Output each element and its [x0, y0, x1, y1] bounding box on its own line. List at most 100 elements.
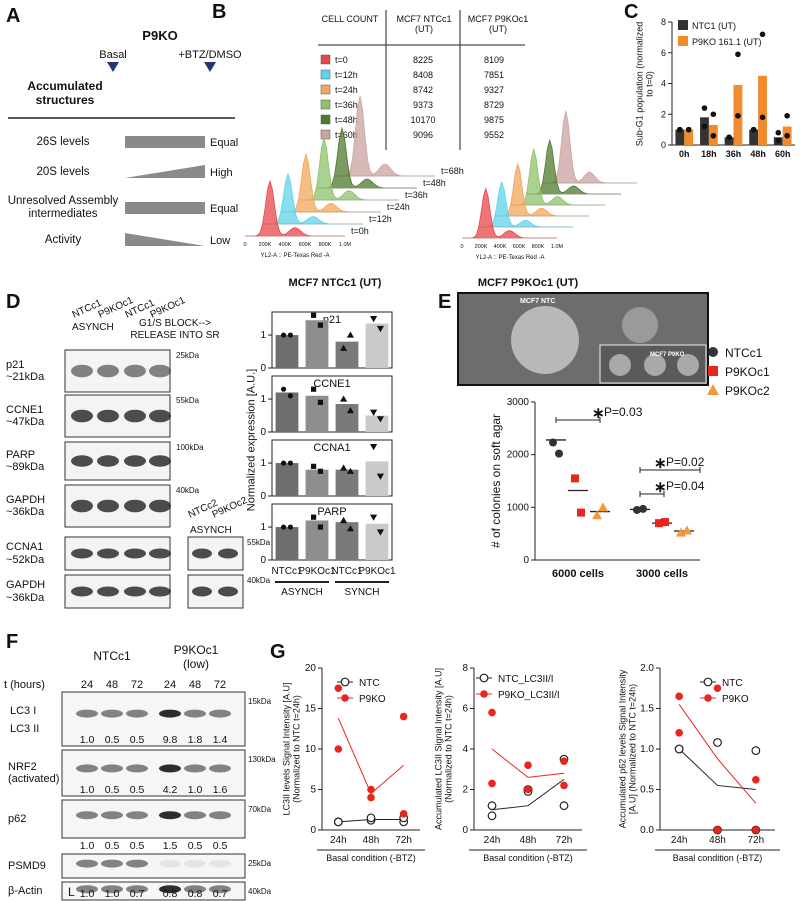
blot-band [149, 409, 171, 423]
y-axis-label: Accumulated p62 levels Signal Intensity … [617, 669, 638, 829]
data-point [598, 502, 608, 512]
data-point [661, 518, 669, 527]
blot-band [71, 409, 93, 423]
bar [275, 335, 299, 368]
legend-label: NTC [722, 678, 743, 689]
kda-marker: 25kDa [176, 351, 200, 360]
quantification: 1.0 [80, 734, 95, 746]
arrow [204, 62, 216, 72]
label: t=36h [335, 100, 358, 110]
label: t=12h [335, 70, 358, 80]
blot-band [209, 811, 231, 820]
blot-band [76, 885, 98, 894]
data-point [759, 114, 766, 121]
label: Accumulated structures [27, 79, 103, 107]
data-point [571, 474, 579, 483]
label: D [6, 291, 20, 313]
data-point [675, 692, 683, 701]
data-point [287, 393, 294, 399]
data-point [333, 817, 343, 827]
label: Unresolved Assembly intermediates [7, 195, 119, 221]
data-point [369, 514, 378, 521]
histogram [542, 110, 637, 184]
data-point [317, 322, 324, 328]
table-header: MCF7 NTCc1 (UT) [396, 14, 452, 35]
blot-band [71, 548, 93, 559]
x-axis-label: YL2-A :: PE-Texas Red -A [260, 253, 329, 259]
colony [622, 307, 658, 343]
bar [305, 520, 329, 560]
x-axis-label: Basal condition (-BTZ) [673, 853, 763, 863]
x-tick-label: 1.0M [551, 244, 564, 250]
data-point [726, 134, 732, 141]
data-point [710, 111, 717, 118]
data-point [376, 325, 385, 333]
y-tick-label: 0 [523, 555, 529, 566]
legend-label: NTC_LC3II/I [498, 674, 554, 685]
bar [365, 323, 389, 368]
blot-band [209, 709, 231, 718]
blot-band [97, 548, 119, 559]
x-tick-label: 200K [475, 244, 488, 250]
table-cell: 8408 [413, 70, 433, 80]
label: Basal [99, 49, 127, 61]
data-point [280, 332, 287, 338]
y-axis-label: Normalized expression [A.U.] [245, 368, 258, 512]
histogram-label: t=36h [405, 190, 428, 200]
data-point [376, 473, 385, 480]
blot-band [71, 586, 93, 597]
data-point [759, 31, 766, 38]
legend-swatch [320, 54, 331, 65]
x-axis-label: Basal condition (-BTZ) [483, 853, 573, 863]
y-tick-label: 8 [661, 17, 666, 27]
data-point [369, 443, 378, 451]
y-tick-label: 0 [260, 427, 266, 438]
data-point [280, 524, 287, 530]
label: CCNE1 ~47kDa [6, 403, 45, 429]
table-cell: 9875 [484, 115, 504, 125]
table-cell: 7851 [484, 70, 504, 80]
label: CCNA1 ~52kDa [6, 541, 45, 566]
blot-band [76, 811, 98, 820]
x-axis-label: Basal condition (-BTZ) [326, 853, 416, 863]
quantification: 1.0 [80, 784, 95, 796]
data-point [487, 801, 497, 811]
x-axis-label: YL2-A :: PE-Texas Red -A [475, 255, 544, 261]
time-label: 24 [81, 679, 93, 691]
data-point [784, 112, 790, 119]
bar [749, 129, 759, 145]
blot-band [149, 364, 171, 378]
x-tick-label: P9KOc1 [298, 566, 336, 577]
quantification: 9.8 [163, 734, 178, 746]
label: Low [210, 235, 230, 247]
lane-label: P9KOc2 [211, 495, 250, 521]
y-tick-label: 4 [462, 744, 468, 755]
x-tick-label: 36h [726, 149, 742, 159]
data-point [399, 810, 408, 818]
data-point [555, 449, 563, 458]
label: High [210, 167, 233, 179]
label: GAPDH ~36kDa [6, 579, 46, 604]
label: t=0 [335, 55, 348, 65]
legend-label: NTC1 (UT) [692, 21, 736, 31]
legend-swatch [678, 20, 688, 30]
label: E [438, 291, 451, 313]
colony [644, 354, 666, 376]
y-tick-label: 15 [305, 704, 317, 715]
bar [275, 463, 299, 496]
data-point [713, 738, 722, 747]
subplot-title: CCNA1 [313, 442, 350, 454]
y-tick-label: 2 [661, 109, 666, 119]
data-point [655, 519, 663, 528]
histogram-title: MCF7 NTCc1 (UT) [289, 277, 382, 289]
data-point [577, 508, 585, 517]
blot-band [101, 859, 123, 868]
label: F [6, 631, 18, 653]
legend-label: NTC [359, 678, 380, 689]
blot-band [124, 364, 146, 378]
data-point [775, 129, 782, 136]
quantification: 0.5 [130, 734, 145, 746]
x-tick-label: 18h [701, 149, 717, 159]
legend-marker [479, 673, 489, 683]
